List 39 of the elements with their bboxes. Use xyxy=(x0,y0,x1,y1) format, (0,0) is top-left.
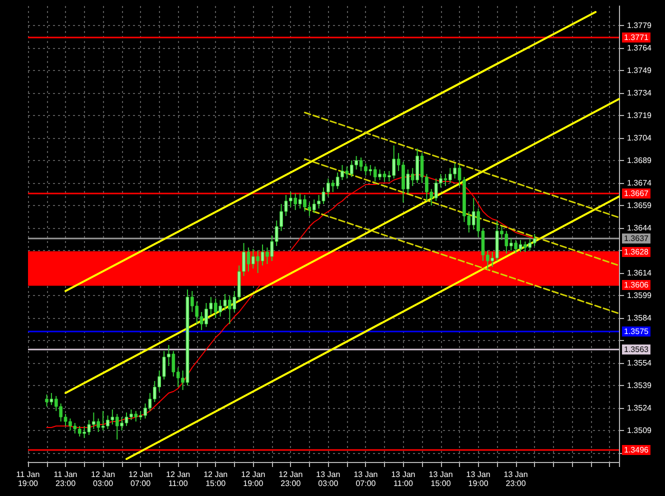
ref-line-label: 1.3637 xyxy=(624,234,650,243)
y-tick-label: 1.3674 xyxy=(627,178,652,188)
x-tick-label: 12 Jan 23:00 xyxy=(278,470,303,488)
ref-line-label: 1.3575 xyxy=(624,327,650,336)
y-tick-label: 1.3659 xyxy=(627,201,652,210)
x-tick-label: 12 Jan 11:00 xyxy=(166,470,190,488)
x-tick-label: 12 Jan 19:00 xyxy=(241,470,266,488)
x-tick-label: 13 Jan 03:00 xyxy=(316,470,340,488)
ref-line-label: 1.3667 xyxy=(624,189,650,198)
x-tick-label: 13 Jan 19:00 xyxy=(466,470,490,488)
y-tick-label: 1.3704 xyxy=(627,134,652,142)
y-tick-label: 1.3539 xyxy=(627,381,652,390)
x-tick-label: 12 Jan 15:00 xyxy=(204,470,228,488)
y-tick-label: 1.3644 xyxy=(627,224,652,232)
y-tick-label: 1.3599 xyxy=(627,291,652,300)
y-tick-label: 1.3509 xyxy=(627,426,652,435)
y-tick-label: 1.3554 xyxy=(627,358,652,368)
x-tick-label: 13 Jan 11:00 xyxy=(391,470,416,488)
y-tick-label: 1.3614 xyxy=(627,268,652,278)
y-tick-label: 1.3764 xyxy=(627,44,652,52)
y-tick-label: 1.3779 xyxy=(627,21,652,30)
x-tick-label: 11 Jan 23:00 xyxy=(54,470,78,488)
y-tick-label: 1.3719 xyxy=(627,111,652,120)
y-tick-label: 1.3524 xyxy=(627,404,652,412)
y-tick-label: 1.3749 xyxy=(627,66,652,75)
ref-line-label: 1.3771 xyxy=(624,33,650,42)
y-tick-label: 1.3584 xyxy=(627,314,652,322)
x-tick-label: 13 Jan 15:00 xyxy=(428,470,453,488)
ref-line-label: 1.3496 xyxy=(624,446,650,454)
x-tick-label: 12 Jan 07:00 xyxy=(128,470,153,488)
y-tick-label: 1.3734 xyxy=(627,88,652,98)
ref-line-label: 1.3606 xyxy=(624,280,650,290)
ref-line-label: 1.3628 xyxy=(624,248,650,256)
ref-line-label: 1.3563 xyxy=(624,345,650,354)
x-tick-label: 12 Jan 03:00 xyxy=(91,470,116,488)
y-tick-label: 1.3689 xyxy=(627,156,652,165)
x-tick-label: 13 Jan 23:00 xyxy=(504,470,528,488)
x-tick-label: 13 Jan 07:00 xyxy=(354,470,378,488)
x-tick-label: 11 Jan 19:00 xyxy=(16,470,40,488)
